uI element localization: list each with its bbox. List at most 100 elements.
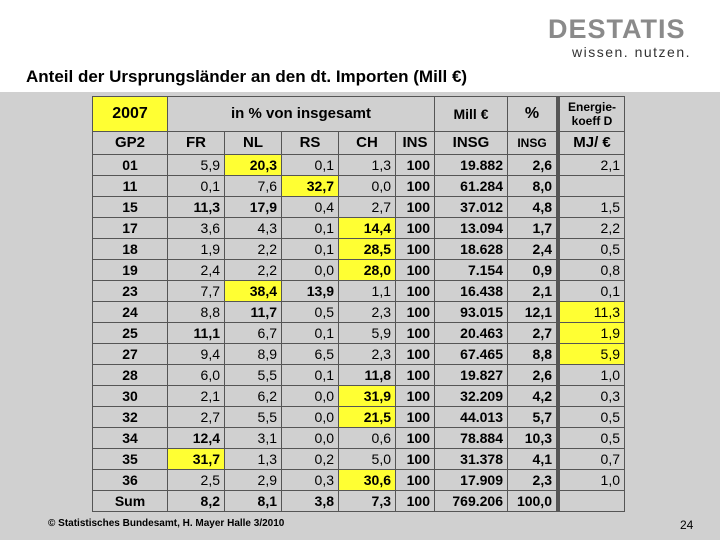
table-header-row: 2007 in % von insgesamt Mill € % Energie… [92, 96, 625, 132]
ch-cell: 14,4 [338, 217, 396, 239]
fr-cell: 2,5 [167, 469, 225, 491]
fr-cell: 3,6 [167, 217, 225, 239]
mj-cell: 0,5 [557, 406, 625, 428]
rs-cell: 0,1 [281, 238, 339, 260]
sum-fr-cell: 8,2 [167, 490, 225, 512]
ins-cell: 100 [395, 301, 435, 323]
p-cell: 2,1 [507, 280, 560, 302]
ins-cell: 100 [395, 196, 435, 218]
sum-row: Sum 8,2 8,1 3,8 7,3 100 769.206 100,0 [92, 490, 625, 512]
fr-cell: 2,1 [167, 385, 225, 407]
ins-cell: 100 [395, 343, 435, 365]
import-share-table: 2007 in % von insgesamt Mill € % Energie… [92, 96, 625, 512]
insg-cell: 19.882 [434, 154, 508, 176]
col-mj: MJ/ € [557, 131, 625, 155]
fr-cell: 5,9 [167, 154, 225, 176]
insg-cell: 16.438 [434, 280, 508, 302]
ch-cell: 2,3 [338, 301, 396, 323]
col-ins: INS [395, 131, 435, 155]
nl-cell: 17,9 [224, 196, 282, 218]
sum-label: Sum [92, 490, 168, 512]
p-cell: 4,8 [507, 196, 560, 218]
mj-cell: 5,9 [557, 343, 625, 365]
title-bar [0, 64, 720, 92]
table-row: 25 11,1 6,7 0,1 5,9 100 20.463 2,7 1,9 [92, 322, 625, 344]
nl-cell: 5,5 [224, 406, 282, 428]
ins-cell: 100 [395, 238, 435, 260]
mj-cell: 0,3 [557, 385, 625, 407]
sum-rs-cell: 3,8 [281, 490, 339, 512]
insg-cell: 37.012 [434, 196, 508, 218]
sum-nl-cell: 8,1 [224, 490, 282, 512]
insg-cell: 32.209 [434, 385, 508, 407]
gp2-cell: 32 [92, 406, 168, 428]
insg-cell: 17.909 [434, 469, 508, 491]
nl-cell: 5,5 [224, 364, 282, 386]
fr-cell: 9,4 [167, 343, 225, 365]
rs-cell: 0,3 [281, 469, 339, 491]
gp2-cell: 18 [92, 238, 168, 260]
col-nl: NL [224, 131, 282, 155]
ins-cell: 100 [395, 448, 435, 470]
insg-cell: 7.154 [434, 259, 508, 281]
p-cell: 2,6 [507, 364, 560, 386]
rs-cell: 0,1 [281, 364, 339, 386]
rs-cell: 0,1 [281, 154, 339, 176]
table-row: 24 8,8 11,7 0,5 2,3 100 93.015 12,1 11,3 [92, 301, 625, 323]
nl-cell: 2,9 [224, 469, 282, 491]
nl-cell: 4,3 [224, 217, 282, 239]
insg-cell: 93.015 [434, 301, 508, 323]
col-insg-pct: INSG [507, 131, 560, 155]
sum-insg-cell: 769.206 [434, 490, 508, 512]
ins-cell: 100 [395, 259, 435, 281]
p-cell: 2,4 [507, 238, 560, 260]
ins-cell: 100 [395, 175, 435, 197]
mj-cell: 0,1 [557, 280, 625, 302]
p-cell: 4,2 [507, 385, 560, 407]
ch-cell: 0,0 [338, 175, 396, 197]
ins-cell: 100 [395, 364, 435, 386]
fr-cell: 6,0 [167, 364, 225, 386]
ch-cell: 5,0 [338, 448, 396, 470]
page-title: Anteil der Ursprungsländer an den dt. Im… [26, 67, 468, 86]
ch-cell: 28,5 [338, 238, 396, 260]
p-cell: 0,9 [507, 259, 560, 281]
mj-cell: 1,0 [557, 364, 625, 386]
insg-cell: 44.013 [434, 406, 508, 428]
fr-cell: 11,3 [167, 196, 225, 218]
logo-tagline: wissen. nutzen. [572, 44, 691, 60]
rs-cell: 6,5 [281, 343, 339, 365]
energie-header: Energie-koeff D [557, 96, 625, 132]
gp2-cell: 15 [92, 196, 168, 218]
gp2-cell: 23 [92, 280, 168, 302]
fr-cell: 0,1 [167, 175, 225, 197]
nl-cell: 3,1 [224, 427, 282, 449]
fr-cell: 11,1 [167, 322, 225, 344]
nl-cell: 6,2 [224, 385, 282, 407]
table-row: 34 12,4 3,1 0,0 0,6 100 78.884 10,3 0,5 [92, 427, 625, 449]
mj-cell: 1,5 [557, 196, 625, 218]
p-cell: 2,3 [507, 469, 560, 491]
rs-cell: 0,4 [281, 196, 339, 218]
mj-cell: 1,9 [557, 322, 625, 344]
insg-cell: 31.378 [434, 448, 508, 470]
nl-cell: 11,7 [224, 301, 282, 323]
mj-cell: 1,0 [557, 469, 625, 491]
gp2-cell: 28 [92, 364, 168, 386]
table-row: 30 2,1 6,2 0,0 31,9 100 32.209 4,2 0,3 [92, 385, 625, 407]
insg-cell: 18.628 [434, 238, 508, 260]
gp2-cell: 01 [92, 154, 168, 176]
table-row: 23 7,7 38,4 13,9 1,1 100 16.438 2,1 0,1 [92, 280, 625, 302]
rs-cell: 0,1 [281, 322, 339, 344]
fr-cell: 1,9 [167, 238, 225, 260]
pct-header: in % von insgesamt [167, 96, 435, 132]
rs-cell: 0,2 [281, 448, 339, 470]
ch-cell: 0,6 [338, 427, 396, 449]
p-cell: 8,0 [507, 175, 560, 197]
rs-cell: 32,7 [281, 175, 339, 197]
ch-cell: 11,8 [338, 364, 396, 386]
ins-cell: 100 [395, 217, 435, 239]
percent-header: % [507, 96, 560, 132]
mj-cell: 0,7 [557, 448, 625, 470]
mj-cell: 2,2 [557, 217, 625, 239]
